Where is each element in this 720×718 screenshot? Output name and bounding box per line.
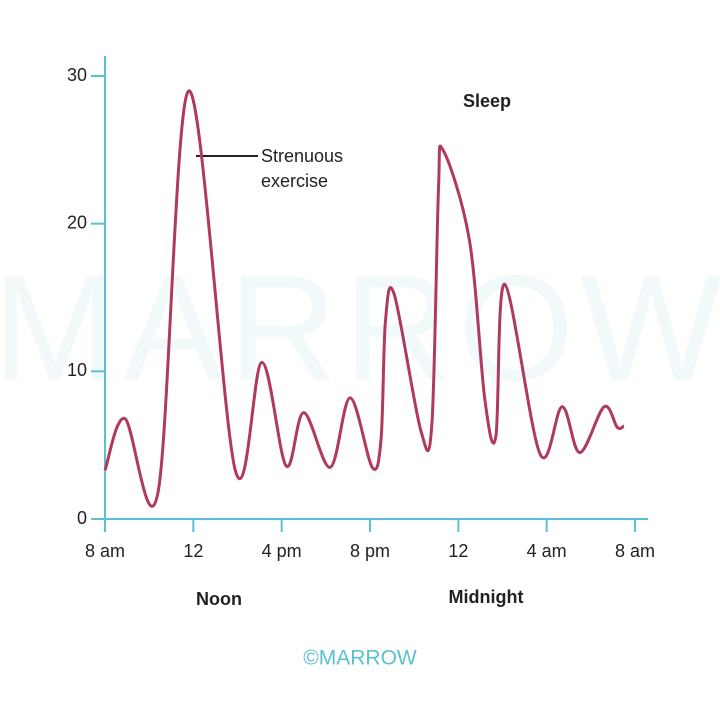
watermark: MARROW xyxy=(0,244,720,412)
credit: ©MARROW xyxy=(303,647,417,670)
annotation: Midnight xyxy=(449,587,524,607)
annotation: Strenuous xyxy=(261,146,343,166)
annotation: Sleep xyxy=(463,91,511,111)
y-tick-label: 30 xyxy=(67,65,87,85)
data-line xyxy=(103,89,625,508)
x-tick-label: 4 pm xyxy=(262,541,302,561)
x-tick-label: 4 am xyxy=(527,541,567,561)
x-tick-label: 8 am xyxy=(85,541,125,561)
x-tick-label: 12 xyxy=(183,541,203,561)
x-tick-label: 8 pm xyxy=(350,541,390,561)
y-tick-label: 20 xyxy=(67,212,87,232)
x-tick-label: 8 am xyxy=(615,541,655,561)
annotation: exercise xyxy=(261,171,328,191)
y-tick-label: 0 xyxy=(77,508,87,528)
y-tick-label: 10 xyxy=(67,360,87,380)
x-tick-label: 12 xyxy=(448,541,468,561)
annotation: Noon xyxy=(196,589,242,609)
